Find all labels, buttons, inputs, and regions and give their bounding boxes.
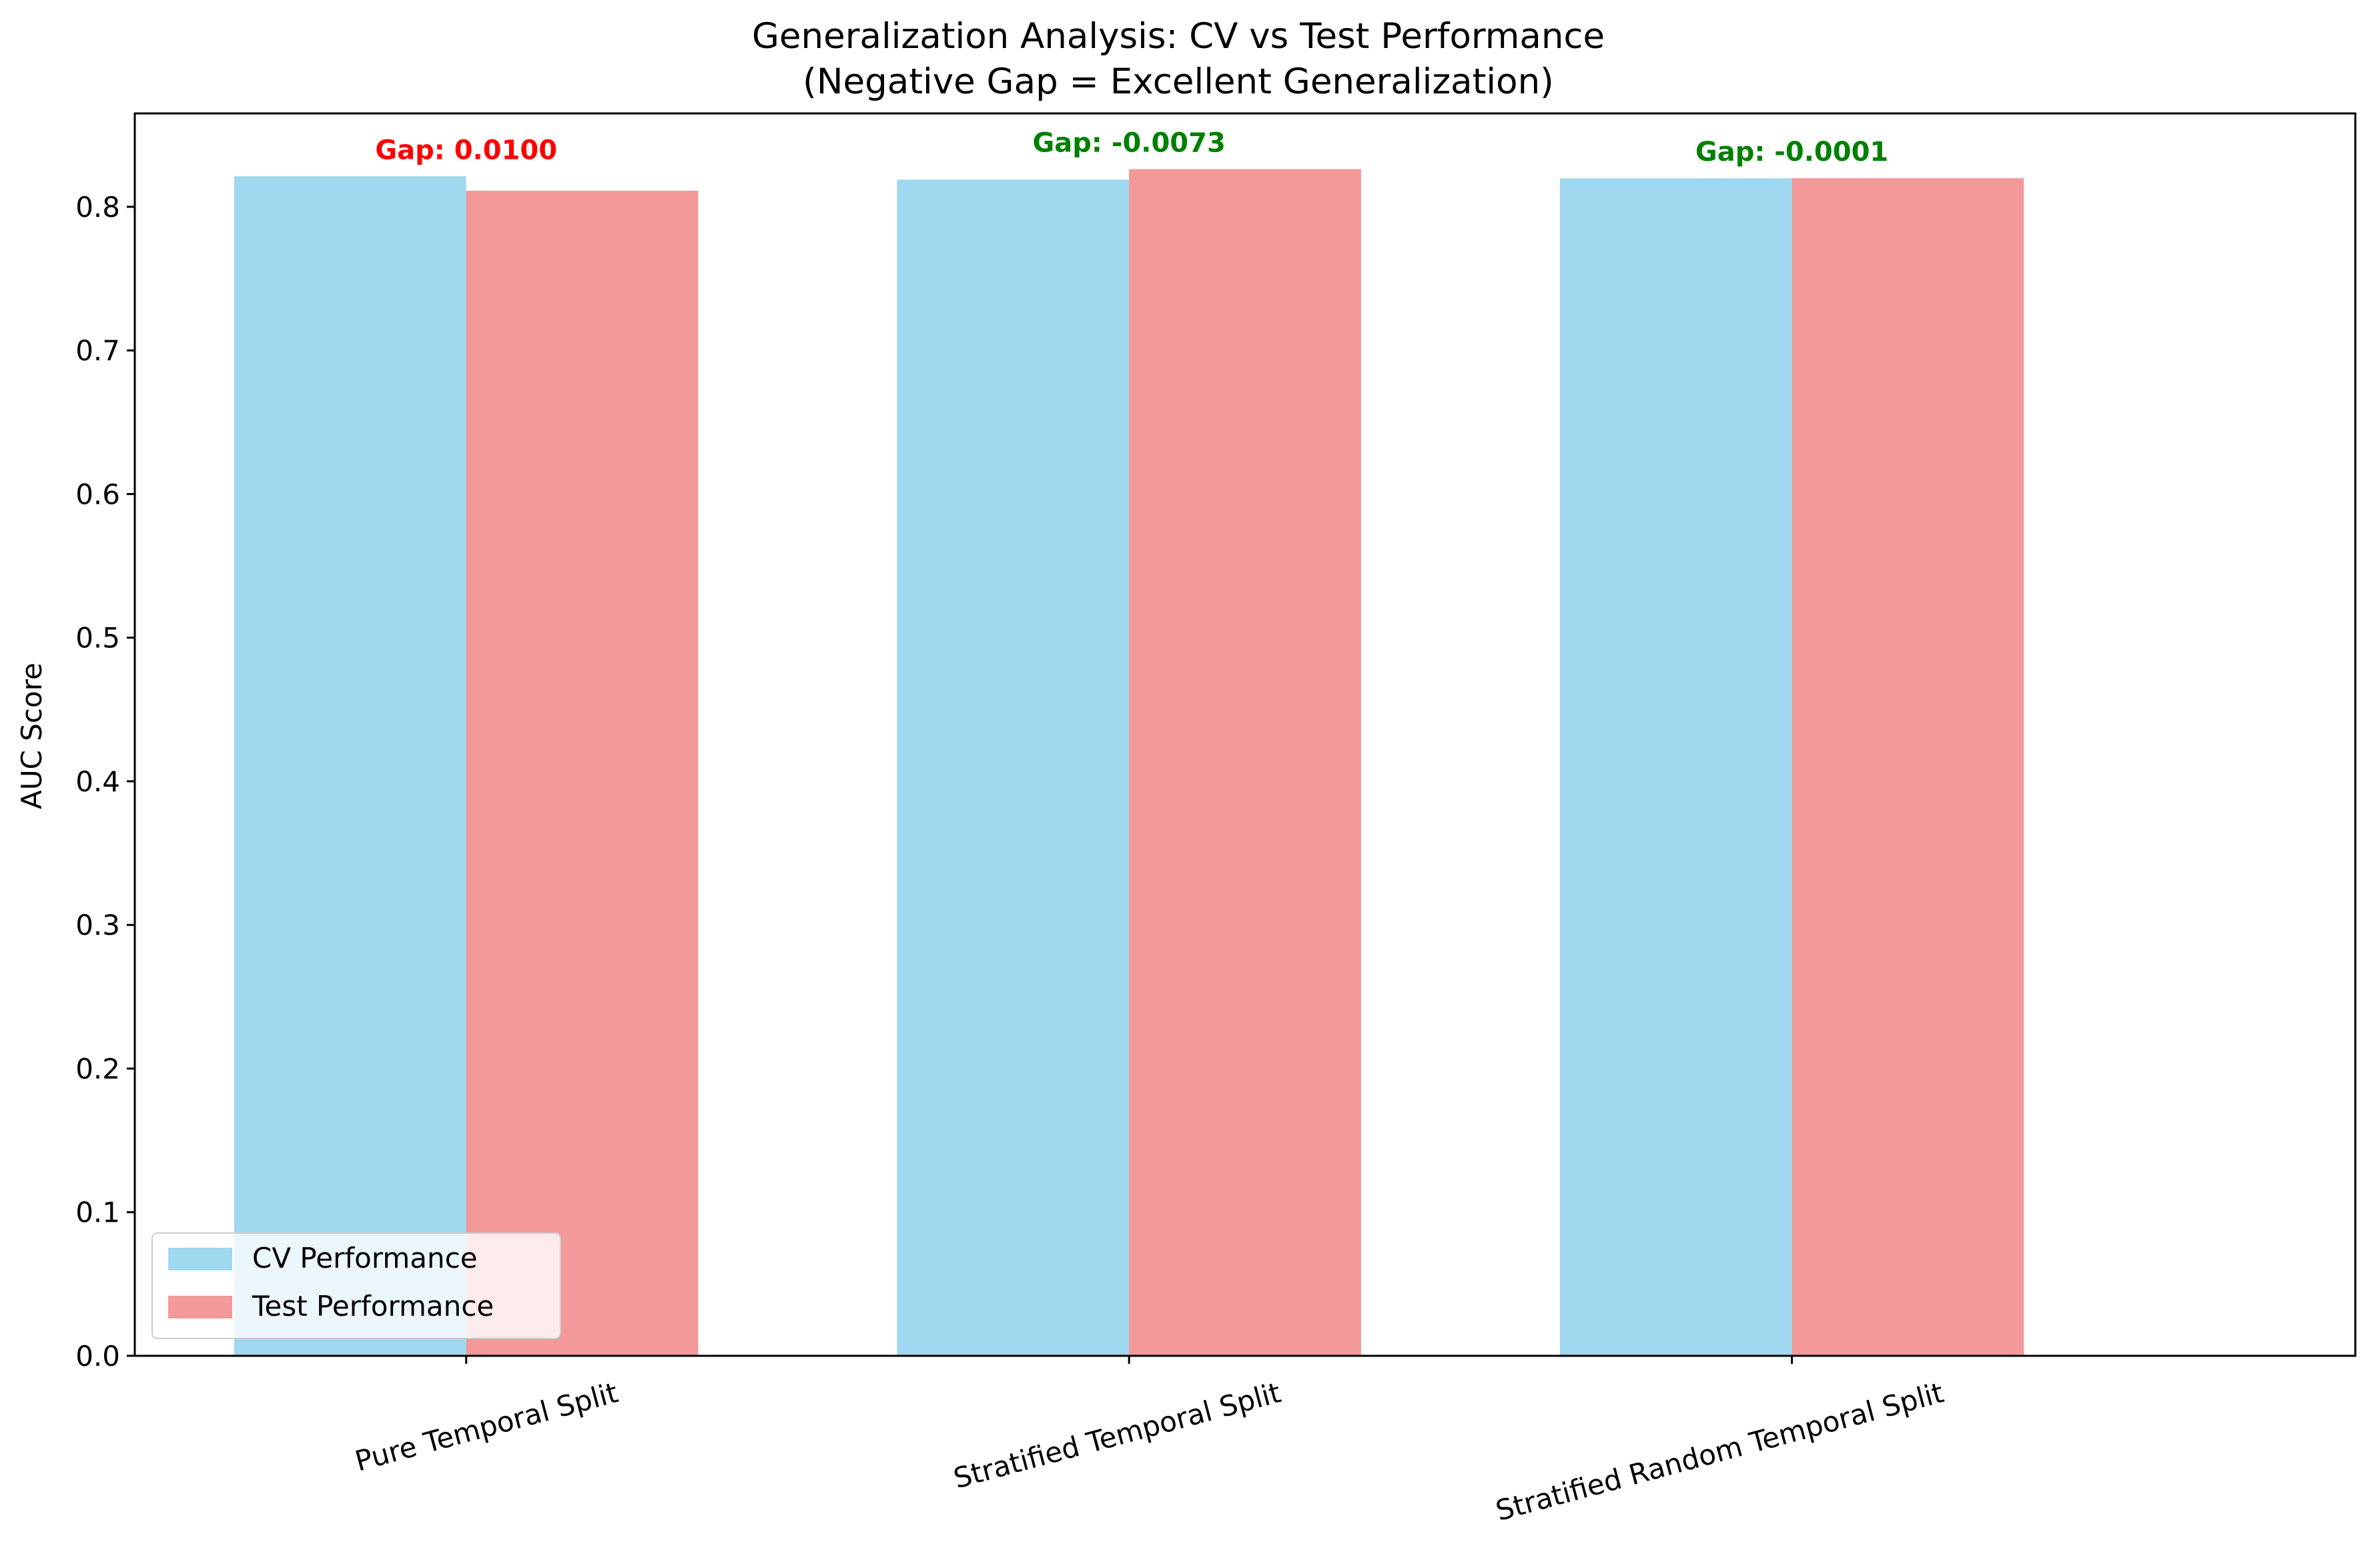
plot-frame [133,112,2357,1357]
bar-cv-0 [234,176,466,1356]
y-tick-label-5: 0.5 [75,622,120,655]
gap-label-0: Gap: 0.0100 [375,135,557,165]
y-tick-label-2: 0.2 [75,1052,120,1085]
y-tick-label-4: 0.4 [75,765,120,798]
bar-test-2 [1792,178,2024,1356]
x-tick-label-2: Stratified Random Temporal Split [1492,1376,1947,1527]
x-tick-label-0: Pure Temporal Split [352,1376,621,1477]
bar-cv-1 [897,179,1130,1356]
chart-title: Generalization Analysis: CV vs Test Perf… [752,16,1605,57]
legend-box [151,1232,561,1339]
y-tick-label-3: 0.3 [75,909,120,941]
bar-test-1 [1129,169,1361,1356]
legend-swatch-1 [168,1296,232,1318]
legend-label-1: Test Performance [252,1290,494,1322]
y-tick-label-0: 0.0 [75,1340,120,1373]
gap-annotations: Gap: 0.0100 Gap: -0.0073 Gap: -0.0001 [375,128,1888,168]
bar-test-0 [466,190,699,1356]
chart-subtitle: (Negative Gap = Excellent Generalization… [803,61,1554,102]
bars-layer [234,169,2024,1356]
y-tick-label-8: 0.8 [75,191,120,224]
bar-cv-2 [1559,178,1792,1356]
legend-label-0: CV Performance [252,1242,478,1274]
legend-swatch-0 [168,1248,232,1270]
y-tick-label-1: 0.1 [75,1196,120,1229]
gap-label-2: Gap: -0.0001 [1695,137,1888,167]
x-tick-label-1: Stratified Temporal Split [950,1376,1284,1495]
y-axis-label: AUC Score [15,663,48,809]
legend: CV Performance Test Performance [151,1232,561,1339]
y-tick-label-6: 0.6 [75,478,120,510]
gap-label-1: Gap: -0.0073 [1032,128,1225,159]
y-tick-label-7: 0.7 [75,334,120,367]
